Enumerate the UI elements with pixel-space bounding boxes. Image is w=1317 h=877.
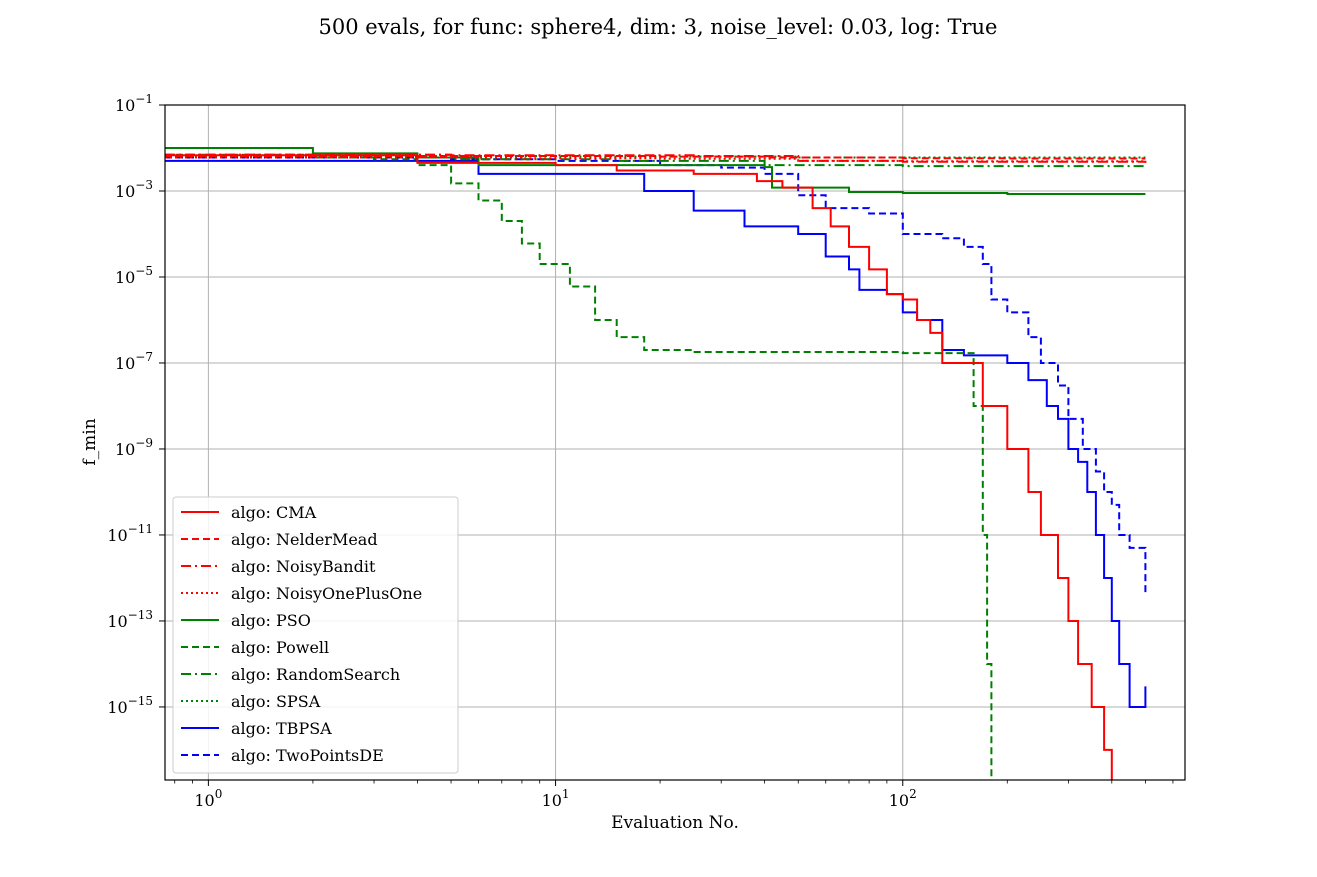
legend-label: algo: SPSA [231, 692, 321, 711]
y-tick-label: 10−11 [107, 522, 153, 545]
legend-label: algo: Powell [231, 638, 329, 657]
y-tick-base: 10 [107, 526, 127, 545]
y-tick-label: 10−3 [115, 178, 153, 201]
x-axis-label: Evaluation No. [611, 813, 739, 833]
y-tick-exponent: −15 [128, 694, 153, 708]
y-tick-label: 10−9 [115, 436, 153, 459]
x-tick-exponent: 2 [909, 787, 917, 801]
series-line-5 [165, 153, 993, 780]
legend-box [172, 496, 459, 774]
x-tick-label: 100 [194, 787, 222, 810]
chart-title: 500 evals, for func: sphere4, dim: 3, no… [319, 15, 998, 39]
legend-label: algo: NoisyOnePlusOne [231, 584, 422, 603]
y-tick-label: 10−1 [115, 92, 153, 115]
series-line-8 [165, 159, 1147, 708]
plot-frame [164, 104, 1186, 781]
series-line-4 [165, 147, 1146, 195]
y-tick-exponent: −7 [135, 350, 153, 364]
legend-label: algo: TwoPointsDE [231, 746, 384, 765]
y-tick-label: 10−7 [115, 350, 153, 373]
y-tick-base: 10 [115, 96, 135, 115]
y-tick-label: 10−5 [115, 264, 153, 287]
legend-label: algo: PSO [231, 611, 311, 630]
legend-label: algo: CMA [231, 503, 317, 522]
y-axis-label: f_min [80, 418, 100, 465]
legend-label: algo: RandomSearch [231, 665, 400, 684]
y-tick-label: 10−15 [107, 694, 153, 717]
y-tick-base: 10 [107, 612, 127, 631]
y-tick-exponent: −1 [135, 92, 153, 106]
y-tick-exponent: −11 [128, 522, 153, 536]
series-line-0 [165, 154, 1113, 780]
y-tick-exponent: −9 [135, 436, 153, 450]
y-tick-exponent: −3 [135, 178, 153, 192]
series-line-1 [165, 155, 1146, 160]
y-tick-base: 10 [115, 182, 135, 201]
x-tick-exponent: 0 [215, 787, 223, 801]
series-line-2 [165, 153, 1147, 163]
x-tick-exponent: 1 [562, 787, 570, 801]
legend-label: algo: TBPSA [231, 719, 332, 738]
y-tick-base: 10 [115, 268, 135, 287]
axis-ticks: 100 101 10210−110−310−510−710−910−1110−131… [107, 92, 1174, 810]
series-line-9 [165, 156, 1147, 596]
series-line-3 [165, 156, 1147, 163]
y-tick-base: 10 [107, 698, 127, 717]
legend-label: algo: NelderMead [231, 530, 378, 549]
series-lines [165, 147, 1147, 780]
legend-label: algo: NoisyBandit [231, 557, 376, 576]
y-tick-exponent: −13 [128, 608, 153, 622]
y-tick-label: 10−13 [107, 608, 153, 631]
y-tick-base: 10 [115, 440, 135, 459]
legend: algo: CMA algo: NelderMead algo: NoisyBand… [172, 496, 459, 774]
x-tick-label: 101 [542, 787, 570, 810]
y-tick-exponent: −5 [135, 264, 153, 278]
x-tick-label: 102 [889, 787, 917, 810]
y-tick-base: 10 [115, 354, 135, 373]
